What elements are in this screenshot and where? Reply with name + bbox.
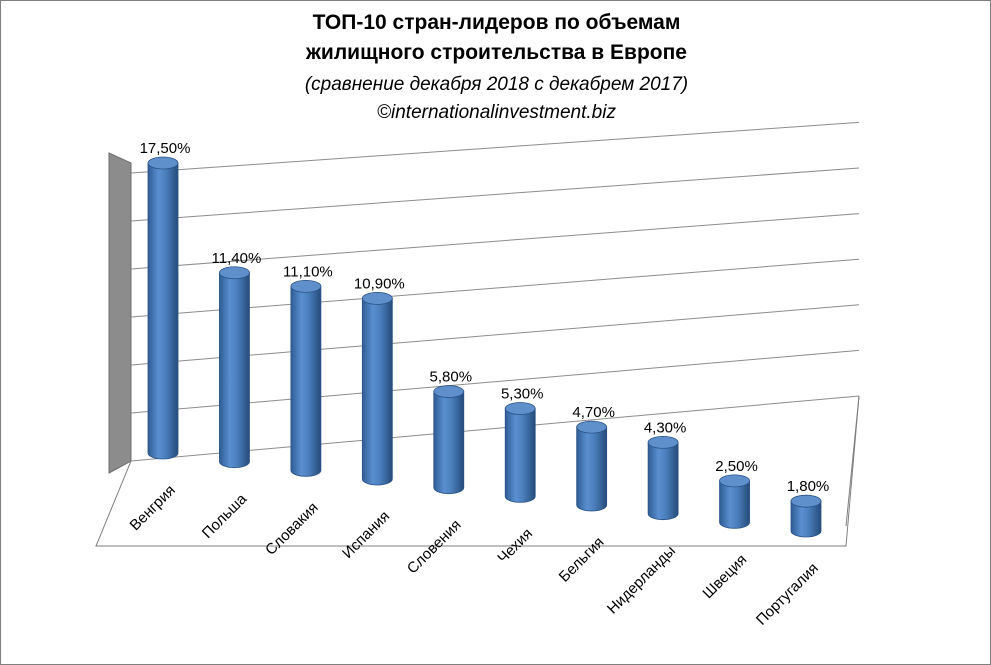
category-label-10: Португалия bbox=[753, 560, 822, 629]
category-label-1: Венгрия bbox=[127, 482, 179, 534]
bar-7 bbox=[576, 426, 608, 512]
category-label-8: Нидерланды bbox=[604, 542, 679, 617]
bar-6 bbox=[504, 408, 536, 503]
bar-top-5 bbox=[433, 385, 465, 398]
bar-top-4 bbox=[361, 291, 393, 305]
data-label-1: 17,50% bbox=[140, 140, 191, 157]
gridline bbox=[130, 258, 860, 318]
chart-title-line1: ТОП-10 стран-лидеров по объемам bbox=[312, 11, 681, 34]
gridline bbox=[130, 395, 860, 462]
bar-9 bbox=[719, 480, 750, 529]
data-label-8: 4,30% bbox=[644, 419, 687, 436]
floor-outline bbox=[95, 395, 860, 547]
bar-top-3 bbox=[290, 279, 322, 293]
category-label-7: Бельгия bbox=[556, 534, 608, 586]
data-label-5: 5,80% bbox=[430, 369, 473, 386]
bar-top-1 bbox=[147, 156, 179, 170]
data-label-4: 10,90% bbox=[354, 275, 405, 292]
gridline bbox=[130, 121, 860, 174]
bar-3 bbox=[290, 285, 322, 477]
category-label-3: Словакия bbox=[262, 499, 322, 559]
category-label-5: Словения bbox=[404, 516, 465, 577]
gridline bbox=[130, 304, 860, 366]
gridline bbox=[130, 213, 860, 270]
data-label-3: 11,10% bbox=[283, 263, 333, 280]
bar-top-2 bbox=[219, 266, 250, 280]
bar-1 bbox=[147, 162, 179, 460]
floor-right-edge bbox=[845, 395, 860, 527]
bar-top-10 bbox=[790, 494, 822, 508]
data-label-9: 2,50% bbox=[715, 458, 758, 475]
bar-8 bbox=[647, 442, 679, 521]
bar-top-9 bbox=[719, 474, 750, 488]
category-label-2: Польша bbox=[199, 490, 251, 542]
data-label-7: 4,70% bbox=[572, 404, 615, 421]
bar-5 bbox=[433, 391, 465, 495]
data-label-6: 5,30% bbox=[501, 386, 544, 403]
bar-2 bbox=[219, 272, 250, 469]
chart-title-line2: жилищного строительства в Европе bbox=[306, 41, 687, 64]
data-label-2: 11,40% bbox=[212, 250, 262, 267]
category-label-9: Швеция bbox=[699, 551, 750, 602]
bar-top-7 bbox=[576, 420, 608, 434]
data-label-10: 1,80% bbox=[787, 478, 830, 495]
category-label-4: Испания bbox=[339, 508, 393, 562]
chart-subtitle: (сравнение декабря 2018 с декабрем 2017) bbox=[304, 74, 689, 95]
chart-source: ©internationalinvestment.biz bbox=[377, 102, 616, 123]
side-wall bbox=[109, 153, 131, 473]
bar-top-8 bbox=[647, 436, 679, 449]
bar-top-6 bbox=[504, 402, 536, 415]
gridline bbox=[130, 167, 860, 222]
bar-10 bbox=[790, 500, 822, 538]
gridline bbox=[130, 349, 860, 414]
bar-4 bbox=[361, 297, 393, 486]
